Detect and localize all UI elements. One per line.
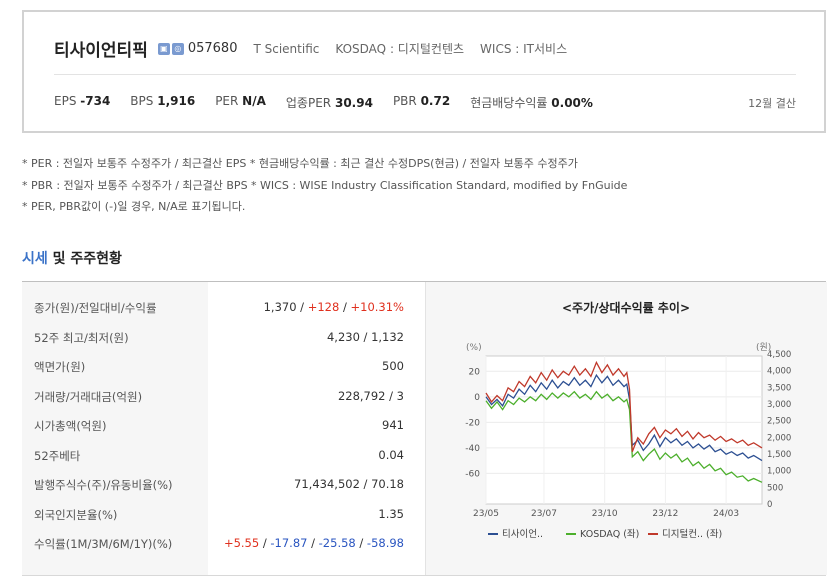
y-left-tick: -40 xyxy=(465,444,480,454)
section-title: 시세 및 주주현황 xyxy=(22,251,122,267)
table-row: 시가총액(억원) 941 xyxy=(34,418,404,433)
legend-item: 디지털컨.. (좌) xyxy=(662,528,722,540)
closing-month: 12월 결산 xyxy=(748,97,796,110)
footnote-na: * PER, PBR값이 (-)일 경우, N/A로 표기됩니다. xyxy=(22,200,246,213)
y-left-tick: 0 xyxy=(474,393,480,403)
table-row: 수익률(1M/3M/6M/1Y)(%) +5.55 / -17.87 / -25… xyxy=(34,536,404,551)
footnote-per: * PER : 전일자 보통주 수정주가 / 최근결산 EPS * 현금배당수익… xyxy=(22,157,578,170)
price-chart-panel: <주가/상대수익률 추이> (%) (원) 20 0 -20 -40 -60 4,500 4,00… xyxy=(425,282,827,575)
table-row: 52주베타 0.04 xyxy=(34,447,404,463)
y-right-tick: 4,000 xyxy=(767,367,791,377)
metrics-row: EPS -734 BPS 1,916 PER N/A 업종PER 30.94 P… xyxy=(54,94,613,111)
table-row: 52주 최고/최저(원) 4,230 / 1,132 xyxy=(34,329,404,345)
section-divider xyxy=(22,281,826,282)
company-name: 티사이언티픽 xyxy=(54,41,148,61)
legend-item: 티사이언.. xyxy=(502,528,543,540)
x-tick: 23/05 xyxy=(473,509,499,519)
x-tick: 23/07 xyxy=(531,509,557,519)
series-line-0 xyxy=(485,373,763,462)
y-right-tick: 2,500 xyxy=(767,417,791,427)
chart-title: <주가/상대수익률 추이> xyxy=(562,300,690,315)
company-title-row: 티사이언티픽 ▣ ◎ 057680 T Scientific KOSDAQ : … xyxy=(54,36,583,61)
series-line-1 xyxy=(485,390,763,483)
x-tick: 23/10 xyxy=(592,509,618,519)
y-left-tick: 20 xyxy=(469,367,481,377)
y-right-tick: 0 xyxy=(767,500,772,510)
left-unit-label: (%) xyxy=(466,343,482,353)
summary-divider xyxy=(54,74,796,75)
x-tick: 23/12 xyxy=(652,509,678,519)
metric-bps: BPS 1,916 xyxy=(130,94,196,108)
y-left-tick: -20 xyxy=(465,418,480,428)
metric-eps: EPS -734 xyxy=(54,94,111,108)
metric-pbr: PBR 0.72 xyxy=(392,94,451,108)
y-right-tick: 4,500 xyxy=(767,350,791,360)
y-right-tick: 2,000 xyxy=(767,433,791,443)
y-right-tick: 1,500 xyxy=(767,450,791,460)
right-unit-label: (원) xyxy=(756,342,771,353)
exchange-icon[interactable]: ◎ xyxy=(171,42,184,55)
stock-info-table: 종가(원)/전일대비/수익률 1,370 / +128 / +10.31% 52… xyxy=(22,282,422,575)
market-sector: KOSDAQ : 디지털컨텐츠 xyxy=(335,42,465,56)
x-tick: 24/03 xyxy=(713,509,739,519)
plot-area xyxy=(485,355,763,505)
y-right-tick: 500 xyxy=(767,483,783,493)
table-row: 액면가(원) 500 xyxy=(34,359,404,374)
wics-sector: WICS : IT서비스 xyxy=(480,42,568,56)
y-right-tick: 3,500 xyxy=(767,383,791,393)
metric-dividend-yield: 현금배당수익률 0.00% xyxy=(470,96,593,110)
table-row: 외국인지분율(%) 1.35 xyxy=(34,506,404,522)
table-row: 종가(원)/전일대비/수익률 1,370 / +128 / +10.31% xyxy=(34,300,404,315)
table-row: 발행주식수(주)/유동비율(%) 71,434,502 / 70.18 xyxy=(34,477,404,492)
company-summary-box: 티사이언티픽 ▣ ◎ 057680 T Scientific KOSDAQ : … xyxy=(22,10,826,133)
bottom-divider xyxy=(22,575,826,576)
y-left-tick: -60 xyxy=(465,469,480,479)
y-right-tick: 3,000 xyxy=(767,400,791,410)
english-name: T Scientific xyxy=(253,41,320,56)
label-column-bg xyxy=(22,282,208,575)
stock-code: 057680 xyxy=(187,41,238,56)
price-chart: <주가/상대수익률 추이> (%) (원) 20 0 -20 -40 -60 4,500 4,00… xyxy=(465,300,791,540)
metric-industry-per: 업종PER 30.94 xyxy=(285,96,373,110)
footnote-pbr: * PBR : 전일자 보통주 수정주가 / 최근결산 BPS * WICS :… xyxy=(22,178,628,192)
building-icon[interactable]: ▣ xyxy=(157,42,170,55)
metric-per: PER N/A xyxy=(215,94,266,108)
table-row: 거래량/거래대금(억원) 228,792 / 3 xyxy=(34,388,404,404)
series-line-2 xyxy=(485,360,763,452)
footnotes: * PER : 전일자 보통주 수정주가 / 최근결산 EPS * 현금배당수익… xyxy=(22,153,627,218)
legend-item: KOSDAQ (좌) xyxy=(580,529,639,540)
y-right-tick: 1,000 xyxy=(767,467,791,477)
